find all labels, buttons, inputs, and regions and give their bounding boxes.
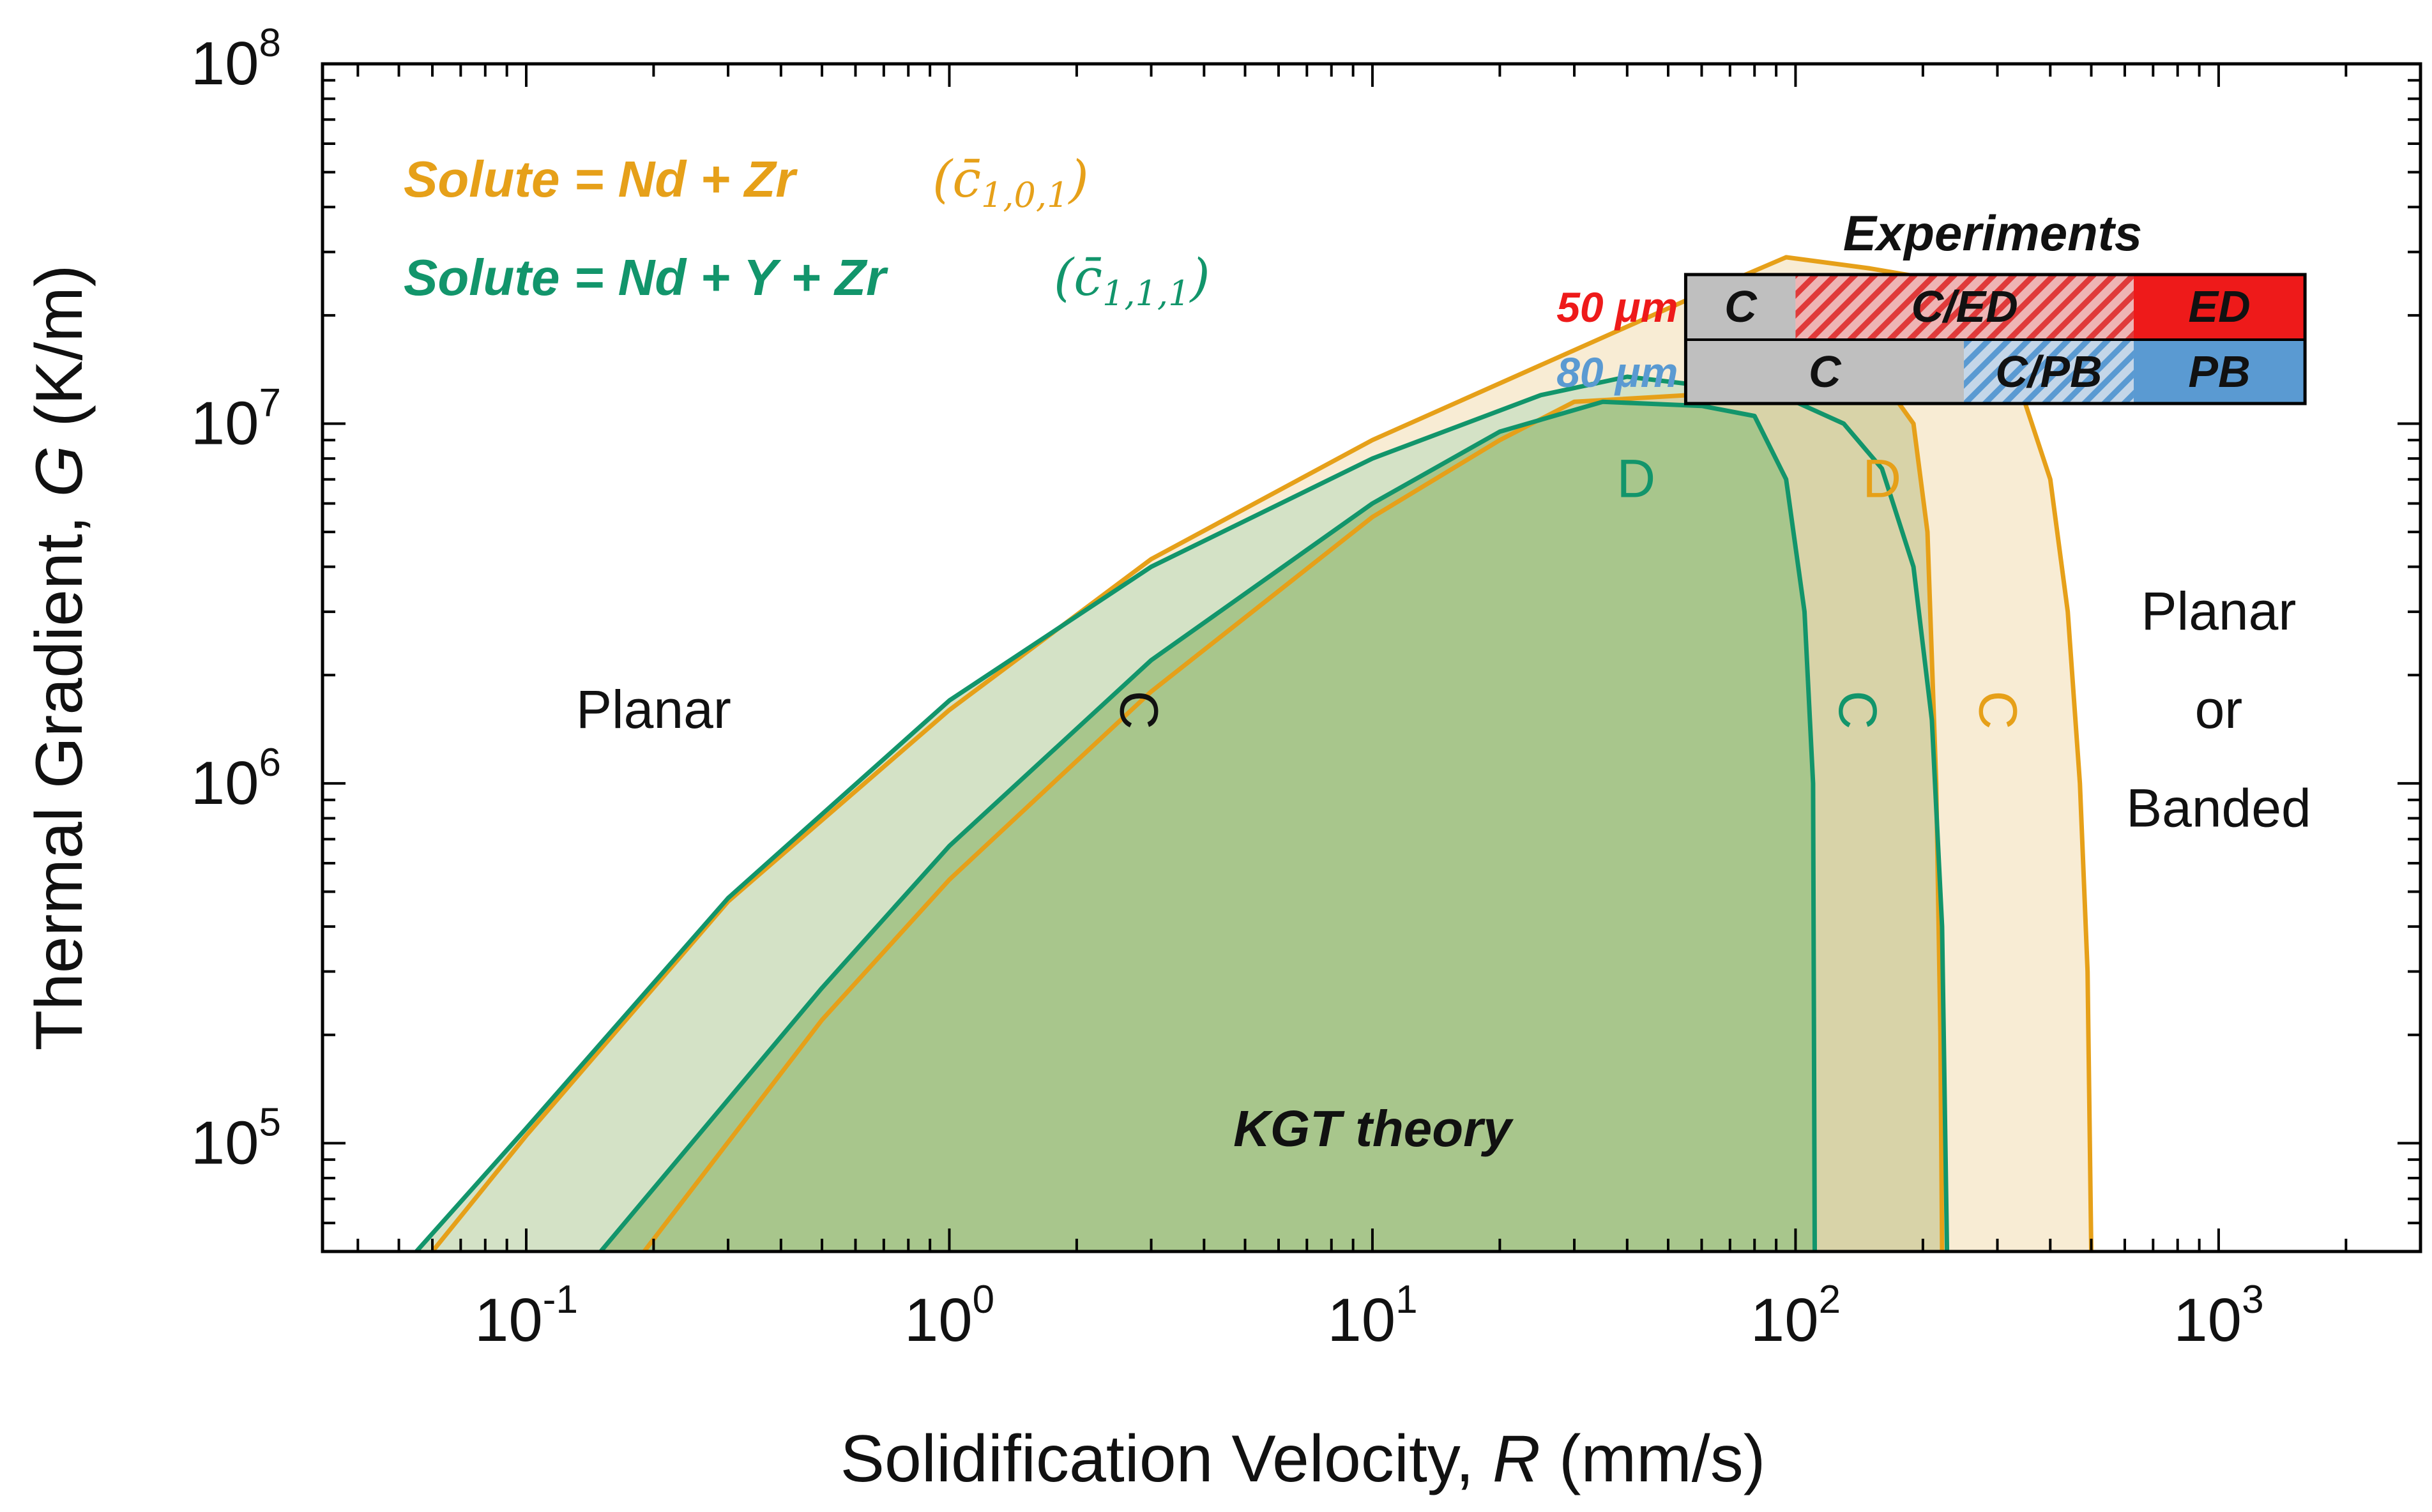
ndyzr-dendritic-curve bbox=[598, 399, 1817, 1251]
ndzr-columnar-curve bbox=[430, 255, 2094, 1251]
legend-ndyzr-composition: (c̄1,1,1) bbox=[1054, 248, 1210, 314]
x-tick-label: 10-1 bbox=[475, 1278, 578, 1354]
experiment-segment bbox=[1964, 340, 2134, 404]
experiment-row: 50 μm C C/ED ED bbox=[1556, 275, 2306, 338]
region-label: or bbox=[2195, 679, 2243, 739]
x-tick-label: 100 bbox=[904, 1278, 994, 1354]
regions-layer bbox=[416, 257, 2092, 1251]
x-tick-label: 101 bbox=[1327, 1278, 1417, 1354]
x-tick-label: 103 bbox=[2173, 1278, 2263, 1354]
experiments-title: Experiments bbox=[1843, 205, 2142, 261]
experiment-segment-label: C/PB bbox=[1995, 347, 2102, 397]
legend-ndyzr-label: Solute = Nd + Y + Zr bbox=[404, 249, 888, 306]
experiment-segment-label: ED bbox=[2188, 282, 2250, 331]
experiment-segment bbox=[1685, 275, 1796, 338]
x-tick-label: 102 bbox=[1751, 1278, 1841, 1354]
curve-label: C bbox=[1109, 691, 1169, 730]
ndyzr-columnar-curve bbox=[414, 374, 1950, 1251]
experiment-segment-label: C bbox=[1724, 282, 1758, 331]
legend-ndzr-label: Solute = Nd + Zr bbox=[404, 151, 798, 208]
y-tick-label: 108 bbox=[191, 21, 281, 98]
curve-label: D bbox=[1862, 449, 1901, 509]
curve-label: C bbox=[1968, 691, 2028, 730]
kgt-theory-label: KGT theory bbox=[1233, 1100, 1514, 1157]
curve-labels: C D C D C bbox=[1109, 449, 2028, 730]
experiment-segment bbox=[1685, 340, 1965, 404]
curve-label: D bbox=[1617, 449, 1656, 509]
region-label: Planar bbox=[576, 679, 731, 739]
legend-ndzr-composition: (c̄1,0,1) bbox=[932, 149, 1089, 215]
region-labels: Planar Planar or Banded KGT theory bbox=[576, 581, 2311, 1157]
region-label: Planar bbox=[2141, 581, 2297, 641]
experiment-segment bbox=[2133, 275, 2306, 338]
y-axis-title: Thermal Gradient, G (K/m) bbox=[22, 265, 96, 1051]
x-axis-title: Solidification Velocity, R (mm/s) bbox=[840, 1422, 1766, 1496]
experiment-segment bbox=[1795, 275, 2134, 338]
experiments-inset: Experiments 50 μm C C/ED ED 80 μm C C/PB PB bbox=[1556, 205, 2307, 405]
curve-label: C bbox=[1828, 691, 1888, 730]
experiment-segment-label: C bbox=[1809, 347, 1842, 397]
experiment-segment bbox=[2133, 340, 2306, 404]
experiment-row: 80 μm C C/PB PB bbox=[1556, 340, 2306, 404]
region-label: Banded bbox=[2126, 778, 2311, 838]
y-tick-label: 106 bbox=[191, 741, 281, 817]
experiment-segment-label: PB bbox=[2188, 347, 2250, 397]
y-tick-label: 107 bbox=[191, 381, 281, 457]
ndyzr-dendritic-region bbox=[600, 402, 1815, 1251]
y-tick-label: 105 bbox=[191, 1100, 281, 1177]
axis-tick-labels: 10-1 100 101 102 103 105 106 107 108 bbox=[191, 21, 2264, 1354]
experiment-row-label: 80 μm bbox=[1556, 349, 1678, 396]
axis-ticks bbox=[323, 63, 2422, 1253]
legend: Solute = Nd + Zr (c̄1,0,1) Solute = Nd +… bbox=[404, 149, 1210, 314]
experiment-row-label: 50 μm bbox=[1556, 284, 1678, 331]
experiment-segment-label: C/ED bbox=[1911, 282, 2018, 331]
